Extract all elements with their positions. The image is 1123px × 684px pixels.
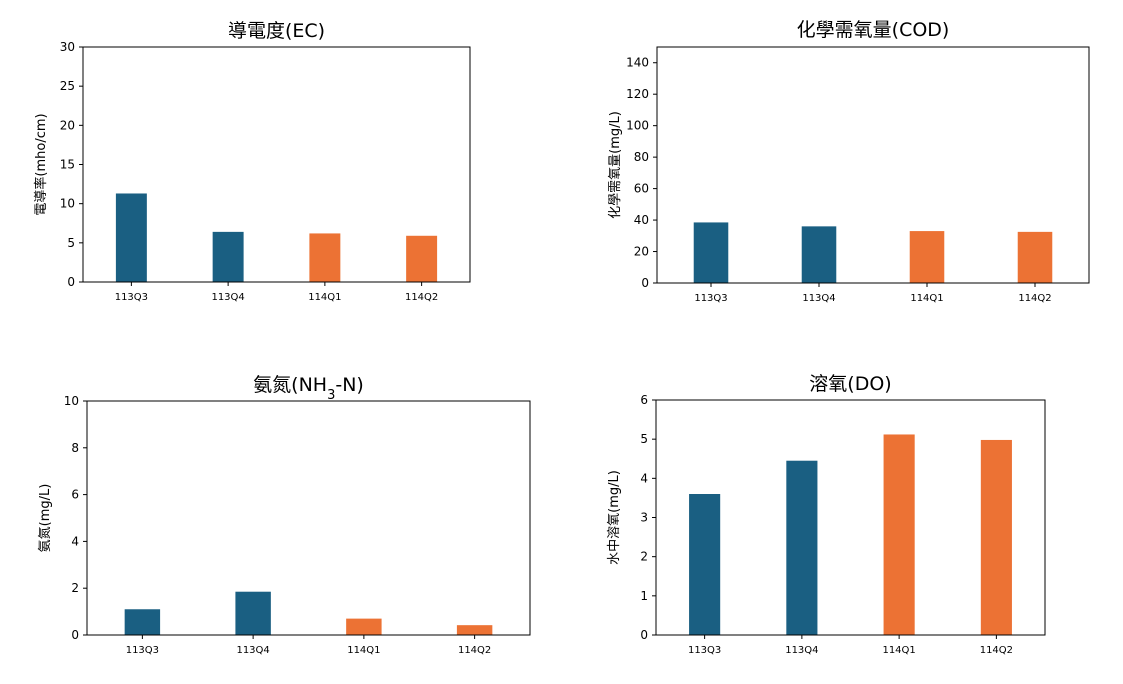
chart-title: 導電度(EC) bbox=[228, 20, 325, 42]
bar-114Q1 bbox=[309, 233, 341, 282]
x-tick-label: 114Q1 bbox=[910, 293, 943, 304]
bar-114Q1 bbox=[346, 618, 382, 635]
y-tick-label: 2 bbox=[71, 581, 79, 595]
y-tick-label: 5 bbox=[67, 236, 75, 250]
y-axis-label: 氨氮(mg/L) bbox=[38, 484, 53, 553]
y-tick-label: 20 bbox=[634, 245, 649, 259]
chart-title: 氨氮(NH3-N) bbox=[253, 374, 364, 403]
bar-114Q1 bbox=[883, 434, 915, 635]
y-tick-label: 6 bbox=[71, 488, 79, 502]
x-tick-label: 113Q3 bbox=[115, 292, 148, 303]
chart-2: 113Q3 113Q4 114Q1 114Q2 0 20 40 60 80 100 120 140 化學… bbox=[608, 19, 1090, 304]
x-tick-label: 113Q4 bbox=[236, 645, 269, 656]
y-tick-label: 0 bbox=[71, 628, 79, 642]
y-tick-label: 80 bbox=[634, 150, 649, 164]
y-tick-label: 3 bbox=[640, 511, 648, 525]
chart-title: 溶氧(DO) bbox=[809, 373, 891, 395]
chart-title-part: 氨氮(NH bbox=[253, 374, 327, 396]
y-tick-label: 140 bbox=[626, 56, 649, 70]
chart-1: 113Q3 113Q4 114Q1 114Q2 0 5 10 15 20 25 30 電導率(mho/… bbox=[33, 20, 471, 303]
y-tick-label: 120 bbox=[626, 87, 649, 101]
bar-113Q3 bbox=[124, 609, 161, 635]
plot-frame bbox=[656, 46, 1090, 284]
chart-title-part: -N) bbox=[335, 374, 363, 396]
bar-114Q2 bbox=[406, 235, 438, 282]
y-tick-label: 60 bbox=[634, 182, 649, 196]
y-tick-label: 2 bbox=[640, 550, 648, 564]
bar-113Q3 bbox=[693, 222, 729, 283]
y-axis-label: 電導率(mho/cm) bbox=[33, 113, 49, 215]
y-tick-label: 4 bbox=[71, 534, 79, 548]
plot-frame bbox=[86, 400, 531, 636]
bar-114Q1 bbox=[909, 231, 945, 283]
x-tick-label: 113Q3 bbox=[694, 293, 727, 304]
x-tick-label: 113Q3 bbox=[688, 645, 721, 656]
y-tick-label: 4 bbox=[640, 471, 648, 485]
y-tick-label: 40 bbox=[634, 213, 649, 227]
x-tick-label: 114Q1 bbox=[347, 645, 380, 656]
chart-4: 113Q3 113Q4 114Q1 114Q2 0 1 2 3 4 5 6 水中溶氧(mg/L) 溶氧(… bbox=[607, 373, 1046, 656]
y-tick-label: 100 bbox=[626, 119, 649, 133]
y-axis-label: 水中溶氧(mg/L) bbox=[607, 470, 622, 565]
x-tick-label: 114Q2 bbox=[1018, 293, 1051, 304]
y-tick-label: 10 bbox=[60, 197, 75, 211]
x-tick-label: 114Q2 bbox=[980, 645, 1013, 656]
y-tick-label: 1 bbox=[640, 589, 648, 603]
bar-113Q4 bbox=[235, 591, 271, 635]
bar-113Q4 bbox=[212, 231, 244, 282]
y-tick-label: 10 bbox=[64, 394, 79, 408]
x-tick-label: 114Q1 bbox=[882, 645, 915, 656]
y-tick-label: 0 bbox=[67, 275, 75, 289]
x-tick-label: 113Q4 bbox=[802, 293, 835, 304]
y-axis-label: 化學需氧量(mg/L) bbox=[608, 111, 623, 219]
chart-title-part: 3 bbox=[327, 388, 335, 403]
y-tick-label: 0 bbox=[641, 276, 649, 290]
bar-113Q4 bbox=[786, 460, 818, 635]
x-tick-label: 113Q4 bbox=[785, 645, 818, 656]
y-tick-label: 25 bbox=[60, 79, 75, 93]
x-tick-label: 113Q3 bbox=[126, 645, 159, 656]
y-tick-label: 5 bbox=[640, 432, 648, 446]
bar-113Q3 bbox=[115, 193, 147, 282]
chart-3: 113Q3 113Q4 114Q1 114Q2 0 2 4 6 8 10 氨氮(mg/L) 氨氮(NH… bbox=[38, 374, 531, 656]
x-tick-label: 113Q4 bbox=[211, 292, 244, 303]
y-tick-label: 0 bbox=[640, 628, 648, 642]
bar-114Q2 bbox=[456, 625, 493, 635]
bar-114Q2 bbox=[1017, 231, 1053, 283]
y-tick-label: 30 bbox=[60, 40, 75, 54]
chart-title: 化學需氧量(COD) bbox=[797, 19, 950, 41]
y-tick-label: 8 bbox=[71, 441, 79, 455]
y-tick-label: 20 bbox=[60, 118, 75, 132]
bar-113Q3 bbox=[689, 494, 721, 635]
y-tick-label: 6 bbox=[640, 393, 648, 407]
x-tick-label: 114Q2 bbox=[405, 292, 438, 303]
y-tick-label: 15 bbox=[60, 158, 75, 172]
bar-114Q2 bbox=[980, 439, 1012, 635]
x-tick-label: 114Q1 bbox=[308, 292, 341, 303]
bar-113Q4 bbox=[801, 226, 837, 283]
x-tick-label: 114Q2 bbox=[458, 645, 491, 656]
